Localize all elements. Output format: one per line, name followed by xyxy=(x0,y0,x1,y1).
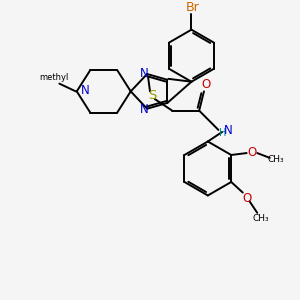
Text: CH₃: CH₃ xyxy=(267,155,284,164)
Text: methyl: methyl xyxy=(39,74,68,82)
Text: CH₃: CH₃ xyxy=(253,214,269,223)
Text: N: N xyxy=(140,67,148,80)
Text: Br: Br xyxy=(185,1,199,14)
Text: O: O xyxy=(242,192,251,205)
Text: N: N xyxy=(224,124,233,137)
Text: H: H xyxy=(219,128,227,138)
Text: N: N xyxy=(140,103,148,116)
Text: S: S xyxy=(148,89,156,102)
Text: O: O xyxy=(248,146,257,159)
Text: O: O xyxy=(201,78,211,91)
Text: N: N xyxy=(81,84,89,97)
